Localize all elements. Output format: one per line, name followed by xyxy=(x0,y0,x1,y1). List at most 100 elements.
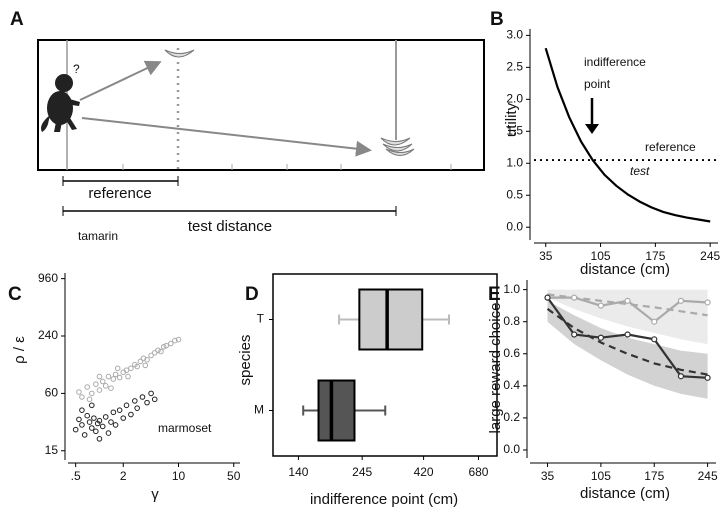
data-point xyxy=(571,294,578,301)
y-tick-label: T xyxy=(257,312,265,326)
y-tick-label: 240 xyxy=(38,328,58,342)
series-label: marmoset xyxy=(158,421,212,435)
data-point xyxy=(112,422,119,428)
data-line xyxy=(544,47,711,223)
data-point xyxy=(72,426,79,433)
data-point xyxy=(120,415,127,421)
data-point xyxy=(128,365,134,372)
x-tick-label: 140 xyxy=(288,465,308,479)
data-point xyxy=(160,343,167,350)
y-tick-label: 2.5 xyxy=(506,60,523,74)
data-point xyxy=(105,430,112,436)
y-tick-label: 1.5 xyxy=(506,123,523,137)
panel-letter: B xyxy=(490,9,504,30)
box xyxy=(317,379,356,442)
data-point xyxy=(93,428,99,435)
x-tick-label: 245 xyxy=(698,469,718,483)
data-point xyxy=(76,389,82,395)
data-point xyxy=(102,414,109,420)
data-point xyxy=(105,373,112,380)
y-tick-label: 0.2 xyxy=(503,410,520,424)
x-tick-label: 35 xyxy=(541,469,555,483)
data-point xyxy=(108,419,114,425)
data-point xyxy=(108,385,114,392)
y-axis-label: species xyxy=(237,335,254,386)
y-tick-label: 1.0 xyxy=(503,282,520,296)
data-point xyxy=(134,405,140,411)
x-tick-label: 245 xyxy=(352,465,372,479)
data-point xyxy=(624,297,631,304)
data-point xyxy=(148,390,154,397)
y-tick-label: 15 xyxy=(45,443,59,457)
data-point xyxy=(88,402,95,409)
data-point xyxy=(148,352,154,359)
data-point xyxy=(96,417,103,424)
data-point xyxy=(168,340,174,347)
x-tick-label: 175 xyxy=(644,469,664,483)
data-point xyxy=(86,396,93,403)
data-point xyxy=(163,342,170,349)
y-tick-label: 0.8 xyxy=(503,314,520,328)
x-tick-label: 50 xyxy=(227,469,241,483)
x-tick-label: 2 xyxy=(120,469,127,483)
data-point xyxy=(88,390,95,397)
y-tick-label: 960 xyxy=(38,271,58,285)
data-point xyxy=(96,436,103,442)
data-point xyxy=(88,425,95,431)
data-point xyxy=(144,357,150,363)
x-tick-label: 680 xyxy=(468,465,488,479)
bananas xyxy=(380,137,415,156)
data-point xyxy=(112,371,119,378)
data-point xyxy=(123,402,130,409)
plot-frame xyxy=(272,273,498,457)
data-point xyxy=(94,420,101,427)
data-point xyxy=(155,347,161,354)
data-point xyxy=(677,297,685,304)
confidence-band xyxy=(547,300,708,399)
data-point xyxy=(571,331,578,338)
reference-label: reference xyxy=(88,185,151,202)
x-axis-label: indifference point (cm) xyxy=(310,491,458,508)
data-point xyxy=(110,376,117,382)
data-point xyxy=(84,412,91,419)
arrow-reference xyxy=(79,60,162,101)
panel-letter: E xyxy=(488,284,501,305)
data-point xyxy=(704,299,711,306)
data-point xyxy=(125,373,131,380)
arena xyxy=(37,39,485,171)
data-point xyxy=(704,374,711,381)
x-axis-label: distance (cm) xyxy=(580,261,670,278)
panel-letter: D xyxy=(245,284,259,305)
y-tick-label: M xyxy=(254,403,264,417)
x-axis-label: γ xyxy=(151,486,159,503)
x-tick-label: 105 xyxy=(591,249,611,263)
annotation: indifference xyxy=(584,55,646,69)
data-point xyxy=(128,411,134,418)
test-distance-label: test distance xyxy=(188,218,272,235)
data-point xyxy=(76,416,82,423)
panel-a: A ? reference test distance xyxy=(10,9,485,235)
data-point xyxy=(139,394,146,400)
data-point xyxy=(142,362,149,369)
y-axis-label: large reward choice xyxy=(487,303,504,434)
data-point xyxy=(99,378,106,385)
y-axis-label: ρ / ε xyxy=(11,336,28,364)
data-point xyxy=(84,384,91,390)
y-axis-label: utility xyxy=(503,102,520,137)
arrow-test xyxy=(81,117,372,157)
data-point xyxy=(99,423,106,430)
panel-letter: A xyxy=(10,9,24,30)
data-point xyxy=(79,422,85,428)
confidence-band xyxy=(547,289,708,345)
data-point xyxy=(651,318,658,325)
y-tick-label: 2.0 xyxy=(506,92,523,106)
data-point xyxy=(624,331,631,338)
y-tick-label: 0.4 xyxy=(503,378,520,392)
data-point xyxy=(131,398,138,404)
y-tick-label: 3.0 xyxy=(506,28,523,42)
fit-line xyxy=(546,308,708,376)
monkey xyxy=(41,74,80,132)
x-axis-label: distance (cm) xyxy=(580,485,670,502)
data-point xyxy=(175,336,182,343)
data-point xyxy=(172,337,178,344)
